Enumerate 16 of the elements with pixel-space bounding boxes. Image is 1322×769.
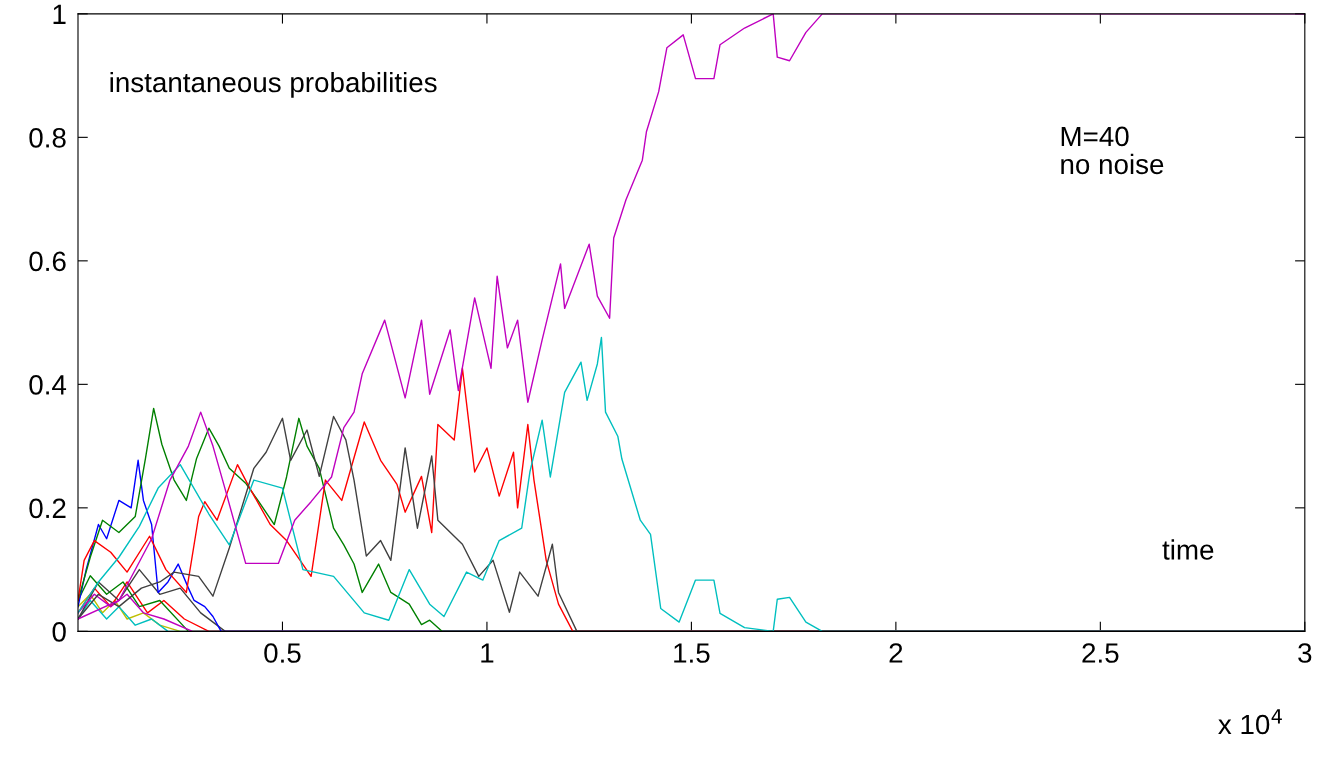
x-tick-label: 0.5 <box>264 643 301 663</box>
x-axis-title: time <box>1162 539 1214 560</box>
annotation: instantaneous probabilities <box>110 71 437 98</box>
text: x 10$^{4}$ <box>1218 709 1282 735</box>
x-tick-label: 2.5 <box>1082 643 1119 663</box>
x-tick-label: 2 <box>889 643 903 663</box>
x-tick-label: 1 <box>481 643 494 663</box>
y-tick-label: 0.2 <box>29 498 66 519</box>
y-tick-label: 0.6 <box>29 251 66 272</box>
y-tick-label: 0 <box>52 622 66 642</box>
y-tick-label: 0.4 <box>29 375 67 395</box>
x-tick-label: 1.5 <box>674 643 710 663</box>
annotation: M=40 no noise <box>1061 126 1164 175</box>
x-tick-label: 3 <box>1298 643 1312 663</box>
y-tick-label: 1 <box>53 4 66 24</box>
y-tick-label: 0.8 <box>29 128 66 148</box>
